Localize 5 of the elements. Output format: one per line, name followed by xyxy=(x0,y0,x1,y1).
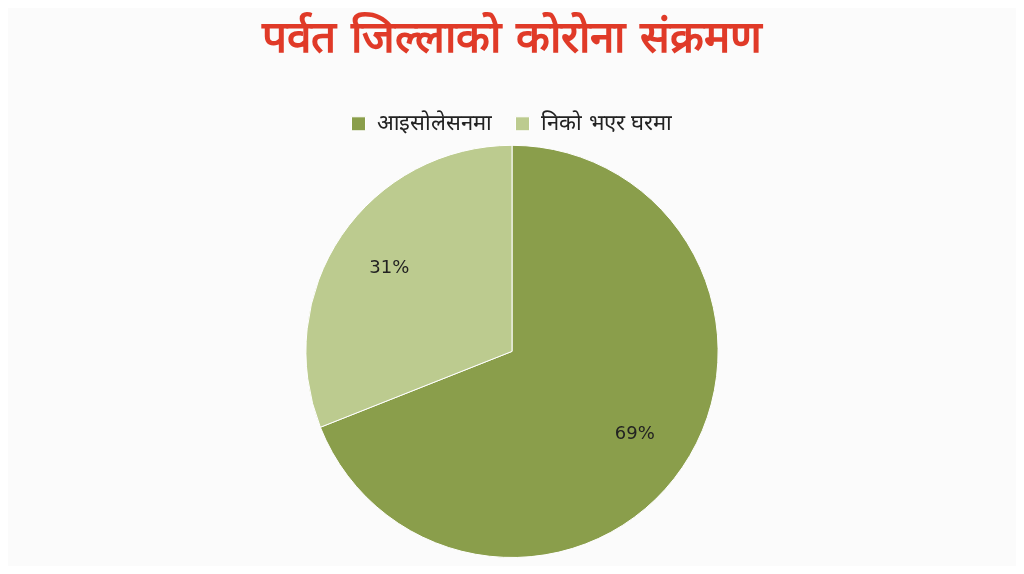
data-label: 31% xyxy=(369,255,410,277)
legend-label: आइसोलेसनमा xyxy=(376,109,492,135)
chart-title: पर्वत जिल्लाको कोरोना संक्रमण xyxy=(260,10,765,62)
legend-label: निको भएर घरमा xyxy=(540,109,673,135)
data-label: 69% xyxy=(614,422,655,444)
